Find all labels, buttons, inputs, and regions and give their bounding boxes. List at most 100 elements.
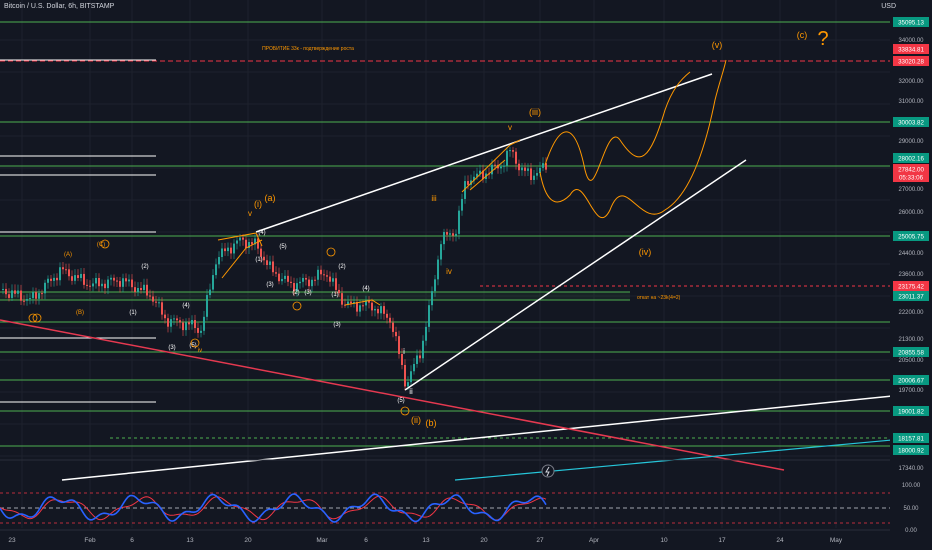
trend-lines[interactable] bbox=[0, 73, 893, 481]
price-badge bbox=[893, 17, 929, 27]
candle-body bbox=[407, 382, 409, 387]
time-tick-label: May bbox=[830, 537, 843, 544]
candle-body bbox=[410, 371, 412, 383]
candle-body bbox=[140, 288, 142, 291]
candle-body bbox=[299, 281, 301, 284]
wave-label: (B) bbox=[76, 310, 84, 316]
price-badge bbox=[893, 172, 929, 182]
price-badge-label: 18157.81 bbox=[898, 436, 924, 443]
wave-label: ii bbox=[409, 387, 413, 396]
time-tick-label: 6 bbox=[130, 537, 134, 544]
wave-label: (3) bbox=[304, 290, 311, 296]
candle-body bbox=[212, 275, 214, 290]
level-zone bbox=[0, 292, 630, 300]
candle-body bbox=[152, 296, 154, 302]
candle-body bbox=[50, 278, 52, 281]
wave-label: (i) bbox=[254, 199, 262, 209]
candle-body bbox=[500, 166, 502, 169]
time-tick-label: 6 bbox=[364, 537, 368, 544]
wave-label: (5) bbox=[397, 398, 404, 404]
wave-label: (4) bbox=[258, 230, 265, 236]
wave-label: (iv) bbox=[639, 247, 652, 257]
price-tick-label: 29000.00 bbox=[898, 139, 924, 145]
candle-body bbox=[368, 300, 370, 303]
candle-body bbox=[113, 277, 115, 281]
price-tick-label: 34000.00 bbox=[898, 38, 924, 44]
candle-body bbox=[257, 238, 259, 249]
candle-body bbox=[386, 313, 388, 318]
price-tick-label: 22200.00 bbox=[898, 310, 924, 316]
candle-body bbox=[56, 277, 58, 281]
candle-body bbox=[17, 290, 19, 294]
candle-body bbox=[308, 279, 310, 287]
wave-label: ? bbox=[817, 28, 828, 50]
candle-body bbox=[53, 277, 55, 281]
price-badge bbox=[893, 117, 929, 127]
candle-body bbox=[335, 278, 337, 290]
wave-circle-marker bbox=[28, 313, 38, 323]
candle-body bbox=[59, 267, 61, 281]
candle-body bbox=[263, 256, 265, 261]
wave-label: (iii) bbox=[529, 107, 541, 117]
candle-body bbox=[254, 238, 256, 245]
wave-label: (2) bbox=[141, 264, 148, 270]
candle-body bbox=[161, 302, 163, 315]
descending-red-line[interactable] bbox=[0, 319, 785, 471]
price-tick-label: 27000.00 bbox=[898, 187, 924, 193]
wedge-upper-line[interactable] bbox=[255, 73, 713, 233]
price-badge-label: 23011.37 bbox=[898, 294, 924, 301]
candle-body bbox=[428, 305, 430, 327]
candle-body bbox=[155, 301, 157, 303]
candle-body bbox=[371, 302, 373, 311]
price-tick-label: 23600.00 bbox=[898, 272, 924, 278]
price-badge bbox=[893, 281, 929, 291]
long-support-line[interactable] bbox=[61, 395, 893, 481]
wave-circle-marker bbox=[292, 301, 302, 311]
price-badge bbox=[893, 231, 929, 241]
candle-body bbox=[284, 275, 286, 279]
wave-label: (1) bbox=[255, 257, 262, 263]
time-tick-label: Feb bbox=[84, 537, 96, 544]
candle-body bbox=[182, 322, 184, 331]
candle-body bbox=[473, 176, 475, 181]
projection-paths bbox=[539, 59, 727, 219]
horizontal-levels[interactable] bbox=[0, 21, 890, 447]
candle-body bbox=[347, 301, 349, 305]
candle-body bbox=[98, 277, 100, 287]
price-badge-label: 28002.16 bbox=[898, 156, 924, 163]
wave-label: (3) bbox=[333, 322, 340, 328]
candle-body bbox=[167, 318, 169, 327]
candle-body bbox=[437, 259, 439, 280]
wave-circle-marker bbox=[190, 338, 200, 348]
price-tick-label: 21300.00 bbox=[898, 337, 924, 343]
currency-label: USD bbox=[881, 3, 896, 10]
candle-body bbox=[362, 305, 364, 307]
price-badge-label: 20006.67 bbox=[898, 378, 924, 385]
candle-body bbox=[356, 302, 358, 312]
candle-body bbox=[125, 278, 127, 282]
wave-label: iii bbox=[431, 194, 437, 203]
candle-body bbox=[188, 322, 190, 325]
candle-body bbox=[35, 292, 37, 299]
candle-body bbox=[26, 299, 28, 301]
candle-body bbox=[527, 168, 529, 171]
wedge-lower-line[interactable] bbox=[404, 159, 747, 391]
indicator-signal-line bbox=[0, 495, 547, 521]
candle-body bbox=[344, 304, 346, 306]
price-badge bbox=[893, 375, 929, 385]
candle-body bbox=[239, 237, 241, 241]
candle-body bbox=[365, 300, 367, 306]
candle-body bbox=[242, 237, 244, 240]
time-axis[interactable]: 23 Feb 6 13 20 Mar 6 13 20 27 Apr 10 17 24 May bbox=[0, 529, 890, 544]
wave-label: (2) bbox=[292, 290, 299, 296]
candle-body bbox=[143, 284, 145, 291]
candle-body bbox=[338, 289, 340, 294]
price-axis[interactable]: 34000.00 32000.00 31000.00 29000.00 27000.00… bbox=[890, 0, 932, 550]
candle-body bbox=[95, 277, 97, 284]
wave-circle-marker bbox=[400, 406, 410, 416]
candle-body bbox=[377, 309, 379, 314]
candle-body bbox=[29, 298, 31, 300]
alert-lightning-icon[interactable] bbox=[541, 464, 555, 478]
time-tick-label: Apr bbox=[589, 537, 600, 544]
